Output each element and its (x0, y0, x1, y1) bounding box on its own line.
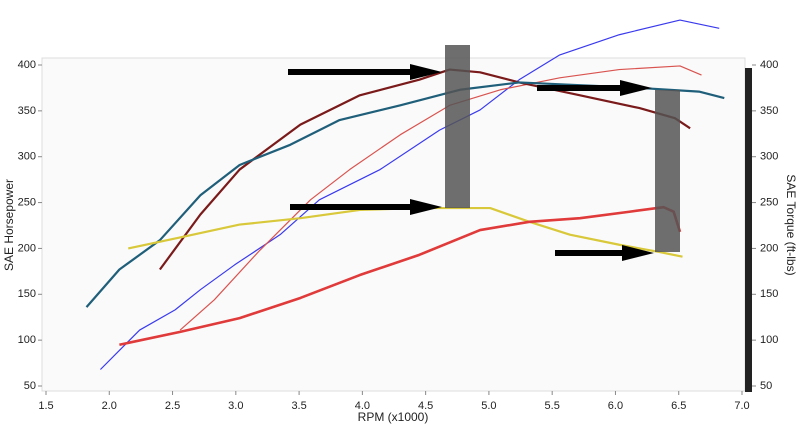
x-tick-label: 2.5 (165, 400, 180, 412)
x-tick-label: 2.0 (102, 400, 117, 412)
data-line (179, 65, 702, 331)
y2-tick-label: 200 (760, 242, 778, 254)
x-tick-label: 5.0 (481, 400, 496, 412)
right-axis-bar (745, 68, 752, 392)
data-line (99, 19, 720, 370)
y-tick-label: 350 (18, 105, 36, 117)
y2-tick-label: 400 (760, 59, 778, 71)
arrow-head (410, 199, 442, 215)
y2-tick-label: 300 (760, 151, 778, 163)
x-tick-label: 1.5 (38, 400, 53, 412)
arrow-head (410, 64, 442, 80)
y2-axis-label: SAE Torque (ft-lbs) (784, 174, 798, 275)
x-tick-label: 4.0 (355, 400, 370, 412)
annotations (288, 45, 680, 261)
arrow-head (622, 245, 654, 261)
x-tick-label: 6.5 (671, 400, 686, 412)
data-line (128, 206, 683, 258)
y-tick-label: 300 (18, 151, 36, 163)
y2-tick-label: 350 (760, 105, 778, 117)
y2-tick-label: 50 (760, 380, 772, 392)
x-tick-label: 6.0 (608, 400, 623, 412)
y-tick-label: 250 (18, 196, 36, 208)
x-tick-label: 7.0 (734, 400, 749, 412)
y-tick-label: 150 (18, 288, 36, 300)
y-tick-label: 100 (18, 334, 36, 346)
y2-tick-label: 150 (760, 288, 778, 300)
x-axis-label: RPM (x1000) (358, 410, 429, 424)
arrow-head (620, 80, 652, 96)
x-tick-label: 5.5 (545, 400, 560, 412)
y-tick-label: 400 (18, 59, 36, 71)
y-tick-label: 50 (24, 380, 36, 392)
x-tick-label: 3.5 (291, 400, 306, 412)
y-tick-label: 200 (18, 242, 36, 254)
highlight-bar (445, 45, 470, 208)
highlight-bar (655, 90, 680, 252)
y2-tick-label: 250 (760, 196, 778, 208)
x-tick-label: 3.0 (228, 400, 243, 412)
y2-tick-label: 100 (760, 334, 778, 346)
x-tick-label: 4.5 (418, 400, 433, 412)
y-axis-label: SAE Horsepower (2, 179, 16, 271)
